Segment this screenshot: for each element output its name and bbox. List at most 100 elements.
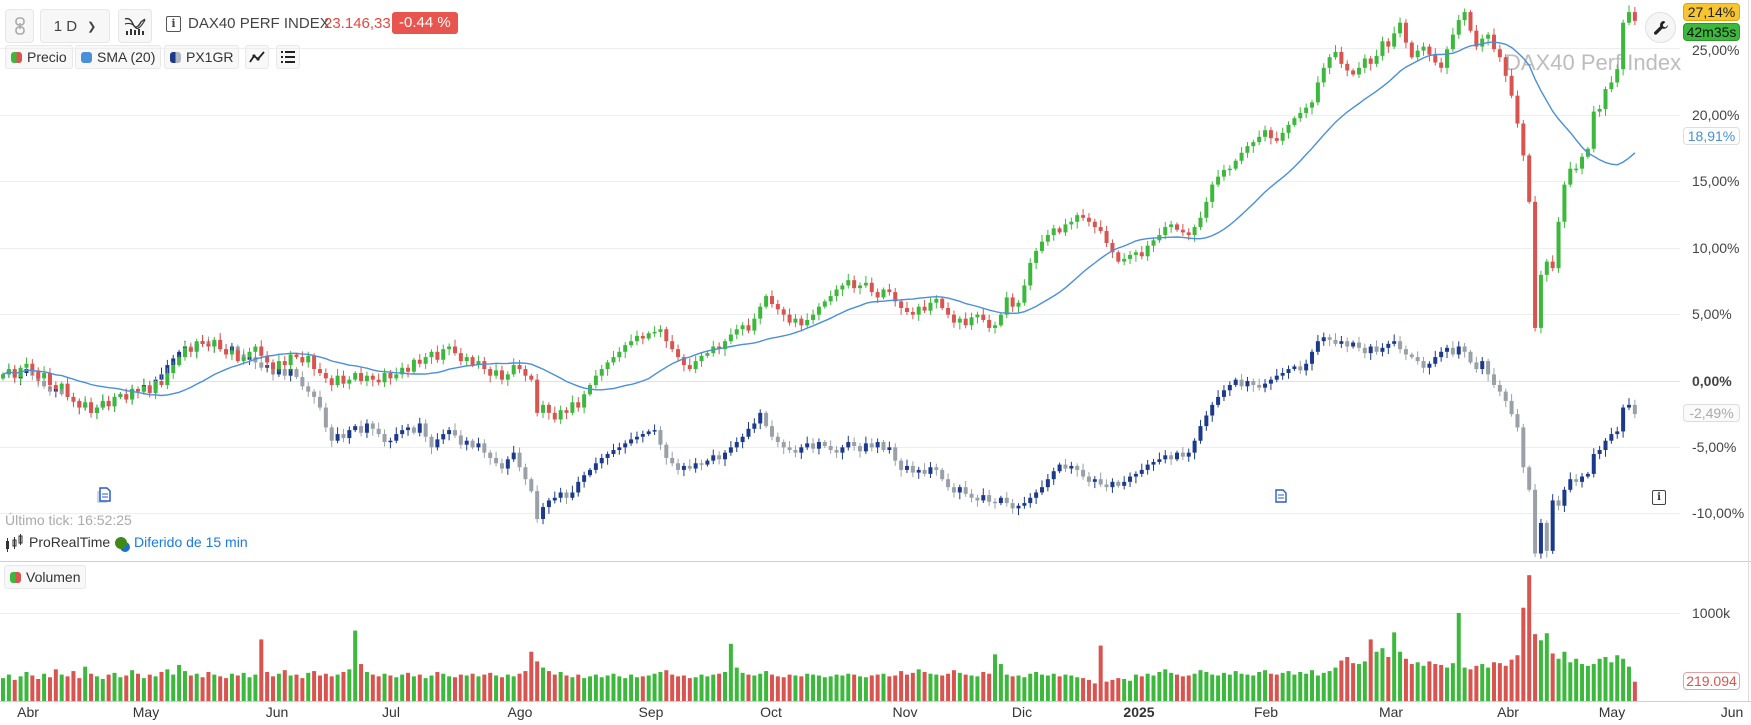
price-color-icon bbox=[11, 51, 22, 63]
interval-dropdown[interactable]: 1 D ❯ bbox=[40, 9, 110, 43]
candle-body bbox=[1550, 500, 1555, 551]
news-icon[interactable] bbox=[96, 487, 112, 504]
price-candle bbox=[946, 302, 951, 319]
candle-body bbox=[1004, 297, 1009, 315]
compare-candle bbox=[582, 471, 587, 488]
candle-body bbox=[1503, 391, 1508, 401]
compare-candle bbox=[852, 437, 857, 451]
candle-body bbox=[899, 460, 904, 470]
candle-body bbox=[805, 443, 810, 448]
volume-bar bbox=[799, 676, 804, 701]
price-candle bbox=[1468, 10, 1473, 33]
volume-bar bbox=[18, 676, 23, 701]
price-candle bbox=[1556, 217, 1561, 273]
price-candle bbox=[171, 361, 176, 379]
chart-type-button[interactable] bbox=[118, 9, 152, 43]
candle-body bbox=[799, 447, 804, 453]
price-candle bbox=[910, 307, 915, 320]
price-candle bbox=[1139, 246, 1144, 260]
info-icon[interactable]: i bbox=[1652, 490, 1666, 505]
candle-body bbox=[388, 440, 393, 443]
price-candle bbox=[364, 371, 369, 387]
volume-bar bbox=[963, 674, 968, 701]
price-candle bbox=[1392, 26, 1397, 50]
legend-volume[interactable]: Volumen bbox=[4, 565, 87, 589]
candle-body bbox=[112, 396, 117, 407]
volume-tick-label: 1000k bbox=[1692, 605, 1731, 621]
compare-candle bbox=[552, 491, 557, 504]
compare-candle bbox=[840, 444, 845, 460]
candle-body bbox=[370, 423, 375, 429]
candle-body bbox=[359, 426, 364, 433]
link-button[interactable] bbox=[5, 9, 34, 43]
price-candle bbox=[1039, 234, 1044, 254]
last-tick-text: Último tick: 16:52:25 bbox=[5, 512, 132, 528]
price-candle bbox=[781, 306, 786, 322]
candle-body bbox=[752, 318, 757, 331]
candle-body bbox=[1057, 228, 1062, 233]
wrench-icon bbox=[1653, 20, 1668, 35]
volume-bar bbox=[752, 675, 757, 701]
price-candle bbox=[1562, 181, 1567, 228]
price-candle bbox=[30, 359, 35, 376]
panel-divider[interactable] bbox=[0, 561, 1751, 562]
price-candle bbox=[458, 347, 463, 366]
compare-candle bbox=[676, 458, 681, 475]
volume-bar bbox=[1163, 669, 1168, 701]
volume-bar bbox=[394, 677, 399, 701]
list-button[interactable] bbox=[276, 45, 300, 69]
right-axis-border bbox=[1748, 0, 1749, 701]
candle-body bbox=[1550, 261, 1555, 269]
legend-compare[interactable]: PX1GR bbox=[164, 45, 240, 69]
volume-bar bbox=[247, 677, 252, 701]
compare-candle bbox=[1169, 451, 1174, 465]
volume-bar bbox=[1597, 658, 1602, 701]
add-indicator-button[interactable] bbox=[245, 45, 269, 69]
volume-bar bbox=[658, 671, 663, 701]
candle-body bbox=[611, 357, 616, 363]
price-chart[interactable] bbox=[0, 0, 1680, 561]
candle-body bbox=[1474, 30, 1479, 47]
volume-bar bbox=[1356, 664, 1361, 701]
volume-bar bbox=[681, 675, 686, 701]
settings-button[interactable] bbox=[1645, 12, 1676, 43]
candle-body bbox=[106, 400, 111, 407]
compare-candle bbox=[1380, 343, 1385, 357]
candle-body bbox=[1538, 522, 1543, 554]
info-icon[interactable]: i bbox=[166, 16, 181, 32]
candle-body bbox=[259, 346, 264, 356]
candle-body bbox=[1116, 252, 1121, 262]
compare-candle bbox=[523, 463, 528, 485]
document-icon[interactable] bbox=[1275, 489, 1287, 503]
volume-bar bbox=[1562, 651, 1567, 701]
candle-body bbox=[259, 362, 264, 368]
price-candle bbox=[705, 351, 710, 358]
volume-bar bbox=[975, 676, 980, 701]
legend-price[interactable]: Precio bbox=[5, 45, 73, 69]
compare-candle bbox=[863, 436, 868, 454]
price-candle bbox=[165, 367, 170, 390]
delay-text[interactable]: Diferido de 15 min bbox=[134, 534, 248, 550]
volume-bar bbox=[1398, 651, 1403, 701]
candle-body bbox=[541, 507, 546, 520]
x-tick-label: Feb bbox=[1253, 704, 1279, 720]
compare-candle bbox=[306, 382, 311, 397]
candle-body bbox=[899, 301, 904, 309]
candle-body bbox=[329, 378, 334, 385]
compare-candle bbox=[400, 424, 405, 439]
volume-bar bbox=[1445, 667, 1450, 701]
price-candle bbox=[1104, 225, 1109, 248]
candle-body bbox=[1028, 497, 1033, 504]
candle-body bbox=[793, 318, 798, 323]
compare-candle bbox=[511, 445, 516, 462]
volume-chart[interactable] bbox=[0, 561, 1680, 701]
volume-bar bbox=[1333, 667, 1338, 701]
compare-candle bbox=[546, 497, 551, 514]
price-candle bbox=[893, 287, 898, 307]
candle-body bbox=[723, 452, 728, 460]
price-candle bbox=[852, 275, 857, 293]
price-candle bbox=[693, 355, 698, 374]
price-candle bbox=[1133, 249, 1138, 262]
legend-sma[interactable]: SMA (20) bbox=[75, 45, 162, 69]
volume-bar bbox=[1210, 674, 1215, 701]
